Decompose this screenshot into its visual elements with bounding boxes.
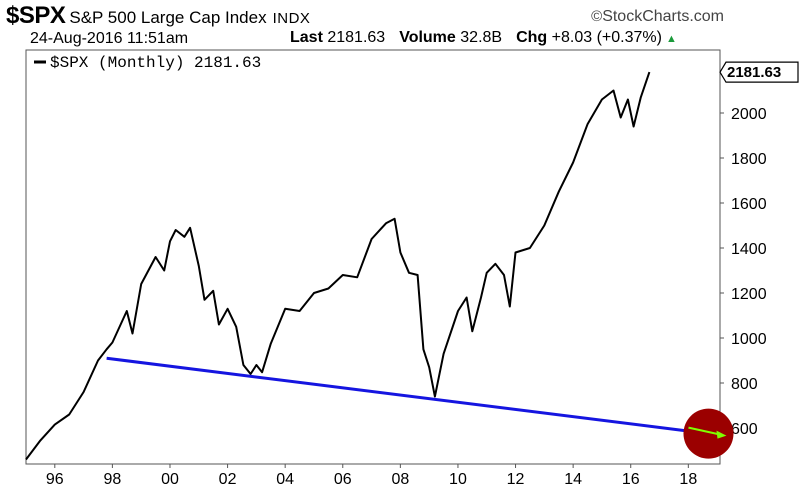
y-tick-label: 1800 xyxy=(731,151,767,168)
chart-header: $SPX S&P 500 Large Cap Index INDX ©StockCh… xyxy=(0,0,800,50)
x-tick-label: 96 xyxy=(46,471,64,488)
y-axis-labels: 600 800 1000 1200 1400 1600 1800 2000 xyxy=(731,106,767,438)
y-tick-label: 2000 xyxy=(731,106,767,123)
chg-value: +8.03 (+0.37%) xyxy=(551,29,662,46)
last-price-tag-box xyxy=(719,61,799,83)
volume-value: 32.8B xyxy=(460,29,503,46)
x-tick-label: 00 xyxy=(161,471,179,488)
y-tick-label: 800 xyxy=(731,376,758,393)
brand-name: StockCharts.com xyxy=(602,8,724,25)
price-line xyxy=(25,71,651,461)
last-price-tag: 2181.63 xyxy=(719,61,799,83)
datetime-label: 24-Aug-2016 11:51am xyxy=(30,30,189,47)
quote-row: Last 2181.63 Volume 32.8B Chg +8.03 (+0.37… xyxy=(290,29,677,47)
x-axis-labels: 96 98 00 02 04 06 08 10 12 14 16 18 xyxy=(46,471,697,488)
y-tick-label: 1200 xyxy=(731,286,767,303)
copyright-icon: © xyxy=(591,8,603,25)
volume-label: Volume xyxy=(399,29,456,46)
x-tick-label: 18 xyxy=(679,471,697,488)
y-tick-label: 600 xyxy=(731,421,758,438)
x-tick-label: 14 xyxy=(564,471,582,488)
arrow-head xyxy=(716,430,727,439)
last-price-tag-label: 2181.63 xyxy=(727,64,781,81)
legend-label: $SPX (Monthly) 2181.63 xyxy=(50,54,261,72)
up-arrow-icon: ▲ xyxy=(665,33,677,45)
title-row: $SPX S&P 500 Large Cap Index INDX xyxy=(6,2,310,30)
trendline xyxy=(106,356,709,436)
x-tick-label: 16 xyxy=(622,471,640,488)
plot-frame xyxy=(25,49,721,465)
index-name: S&P 500 Large Cap Index xyxy=(69,8,267,27)
series-layer xyxy=(25,71,734,461)
exchange-label: INDX xyxy=(272,10,311,27)
arrow-shaft xyxy=(688,426,721,436)
chg-label: Chg xyxy=(516,29,548,46)
x-tick-label: 08 xyxy=(391,471,409,488)
y-tick-label: 1600 xyxy=(731,196,767,213)
ticker-symbol: $SPX xyxy=(6,2,66,29)
x-tick-label: 04 xyxy=(276,471,294,488)
brand-watermark: ©StockCharts.com xyxy=(591,8,724,26)
last-label: Last xyxy=(290,29,323,46)
y-tick-label: 1000 xyxy=(731,331,767,348)
x-tick-label: 06 xyxy=(334,471,352,488)
legend: $SPX (Monthly) 2181.63 xyxy=(34,54,261,72)
axis-ticks xyxy=(54,112,724,468)
x-tick-label: 10 xyxy=(449,471,467,488)
x-tick-label: 12 xyxy=(507,471,525,488)
x-tick-label: 98 xyxy=(103,471,121,488)
y-tick-label: 1400 xyxy=(731,241,767,258)
highlight-circle xyxy=(683,408,734,459)
x-tick-label: 02 xyxy=(219,471,237,488)
last-value: 2181.63 xyxy=(327,29,386,46)
